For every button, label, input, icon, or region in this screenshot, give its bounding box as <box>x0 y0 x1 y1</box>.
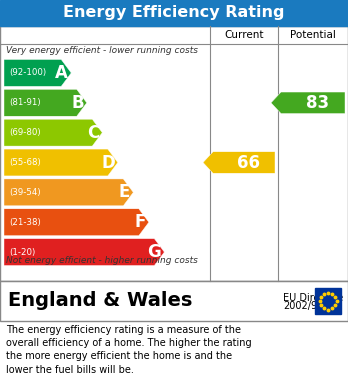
Text: (21-38): (21-38) <box>9 218 41 227</box>
Text: D: D <box>101 154 115 172</box>
Text: F: F <box>134 213 146 231</box>
Text: Potential: Potential <box>290 30 336 40</box>
Polygon shape <box>4 59 71 86</box>
Polygon shape <box>203 152 275 173</box>
Bar <box>315 288 341 314</box>
Text: (92-100): (92-100) <box>9 68 46 77</box>
Polygon shape <box>271 92 345 113</box>
Polygon shape <box>4 179 133 206</box>
Text: Current: Current <box>224 30 264 40</box>
Polygon shape <box>4 149 118 176</box>
Text: EU Directive: EU Directive <box>283 293 343 303</box>
Text: Not energy efficient - higher running costs: Not energy efficient - higher running co… <box>6 256 198 265</box>
Bar <box>0 26 348 281</box>
Text: E: E <box>119 183 130 201</box>
Text: G: G <box>148 243 161 261</box>
Polygon shape <box>4 239 164 265</box>
Polygon shape <box>4 90 87 116</box>
Text: (81-91): (81-91) <box>9 98 41 107</box>
Polygon shape <box>4 119 102 146</box>
Polygon shape <box>4 209 149 236</box>
Text: A: A <box>55 64 68 82</box>
Text: (69-80): (69-80) <box>9 128 41 137</box>
Text: 66: 66 <box>237 154 261 172</box>
Text: (1-20): (1-20) <box>9 248 35 256</box>
Text: Very energy efficient - lower running costs: Very energy efficient - lower running co… <box>6 46 198 55</box>
Text: 83: 83 <box>307 94 330 112</box>
Text: 2002/91/EC: 2002/91/EC <box>283 301 339 311</box>
Text: C: C <box>87 124 99 142</box>
Text: B: B <box>71 94 84 112</box>
Text: The energy efficiency rating is a measure of the
overall efficiency of a home. T: The energy efficiency rating is a measur… <box>6 325 252 375</box>
Text: (55-68): (55-68) <box>9 158 41 167</box>
Text: (39-54): (39-54) <box>9 188 41 197</box>
Bar <box>0 0 348 26</box>
Text: England & Wales: England & Wales <box>8 292 192 310</box>
Text: Energy Efficiency Rating: Energy Efficiency Rating <box>63 5 285 20</box>
Bar <box>0 281 348 321</box>
